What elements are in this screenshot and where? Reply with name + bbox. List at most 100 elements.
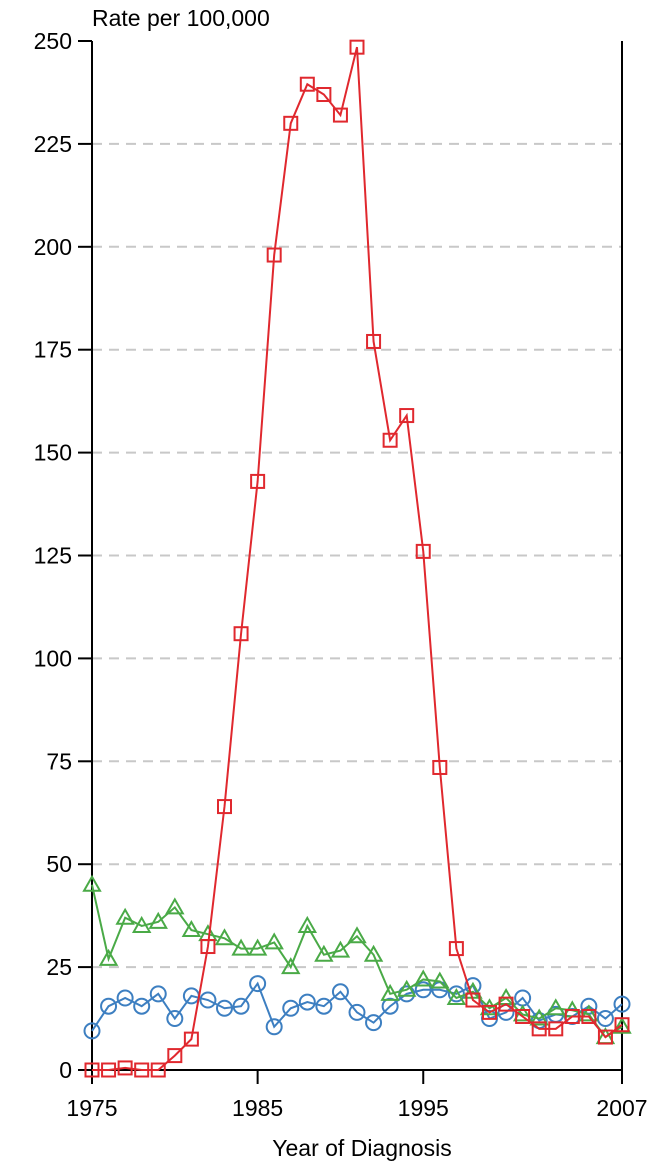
y-tick-label: 175 (34, 337, 72, 363)
y-tick-label: 25 (46, 954, 72, 980)
y-tick-label: 100 (34, 645, 72, 671)
marker (166, 1010, 184, 1028)
marker (299, 76, 315, 92)
marker (167, 1048, 183, 1064)
marker (330, 940, 351, 958)
y-tick-label: 125 (34, 543, 72, 569)
marker (281, 957, 301, 975)
marker (116, 989, 134, 1007)
marker (380, 983, 400, 1001)
marker (199, 991, 217, 1009)
marker (131, 915, 152, 933)
marker (515, 1008, 531, 1024)
marker (200, 939, 216, 955)
marker (101, 1062, 117, 1078)
marker (432, 759, 448, 775)
marker (564, 1008, 580, 1024)
marker (233, 626, 249, 642)
marker (264, 932, 284, 950)
x-axis-label: Year of Diagnosis (272, 1135, 451, 1161)
marker (181, 920, 202, 938)
series-line (92, 46, 623, 1071)
y-tick-label: 150 (34, 440, 72, 466)
marker (498, 996, 514, 1012)
marker (134, 1062, 150, 1078)
y-tick-label: 225 (34, 131, 72, 157)
series-line (91, 884, 623, 1039)
marker (216, 999, 233, 1017)
x-tick-label: 2007 (596, 1095, 647, 1121)
marker (214, 928, 235, 946)
marker (382, 432, 398, 448)
marker (297, 915, 318, 933)
marker (363, 944, 384, 962)
marker (217, 799, 232, 815)
marker (430, 971, 450, 989)
marker (183, 1031, 199, 1047)
marker (548, 1021, 564, 1037)
marker (366, 333, 382, 349)
marker (283, 115, 299, 131)
marker (247, 938, 268, 956)
marker (82, 874, 102, 892)
y-tick-label: 50 (46, 851, 72, 877)
marker (331, 983, 349, 1001)
marker (613, 995, 631, 1013)
y-tick-label: 0 (59, 1057, 72, 1083)
marker (414, 981, 432, 999)
marker (232, 997, 250, 1015)
marker (365, 1014, 383, 1032)
marker (447, 985, 465, 1003)
marker (83, 1022, 101, 1040)
marker (581, 1008, 597, 1024)
x-tick-label: 1975 (66, 1095, 117, 1121)
y-axis-label: Rate per 100,000 (92, 5, 270, 31)
marker (115, 907, 135, 925)
marker (413, 969, 433, 987)
marker (316, 87, 332, 103)
marker (612, 1016, 632, 1034)
marker (614, 1017, 630, 1033)
series-line (91, 981, 623, 1032)
marker (84, 1062, 100, 1078)
y-tick-label: 250 (34, 28, 72, 54)
marker (399, 408, 415, 424)
marker (349, 39, 365, 55)
marker (396, 979, 417, 997)
marker (100, 997, 118, 1015)
marker (249, 975, 267, 993)
marker (314, 944, 334, 962)
marker (265, 1018, 283, 1036)
marker (529, 1008, 549, 1026)
marker (117, 1060, 133, 1076)
marker (250, 473, 266, 489)
marker (165, 897, 185, 915)
marker (348, 1003, 366, 1021)
y-tick-label: 200 (34, 234, 72, 260)
marker (381, 997, 399, 1015)
marker (446, 987, 467, 1005)
x-tick-label: 1995 (398, 1095, 449, 1121)
marker (298, 993, 316, 1011)
marker (231, 938, 251, 956)
marker (465, 992, 481, 1008)
marker (315, 997, 333, 1015)
marker (133, 997, 151, 1015)
marker (98, 948, 119, 966)
x-tick-label: 1985 (232, 1095, 283, 1121)
marker (546, 998, 566, 1016)
marker (150, 1062, 166, 1078)
marker (148, 911, 168, 929)
y-tick-label: 75 (46, 748, 72, 774)
marker (149, 985, 167, 1003)
marker (347, 926, 367, 944)
marker (448, 941, 464, 957)
marker (482, 1004, 497, 1020)
marker (415, 543, 431, 559)
marker (266, 247, 282, 263)
marker (596, 1010, 614, 1028)
marker (579, 1004, 599, 1022)
marker (282, 999, 300, 1017)
marker (479, 998, 500, 1016)
